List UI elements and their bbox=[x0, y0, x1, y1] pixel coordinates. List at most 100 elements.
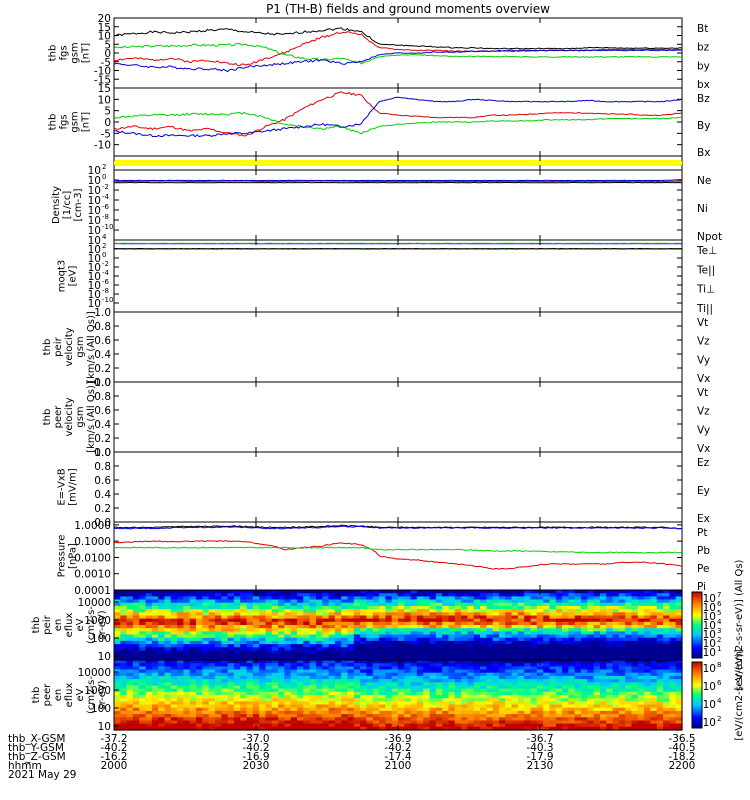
spectrogram-cell bbox=[568, 640, 576, 645]
spectrogram-cell bbox=[271, 596, 279, 601]
spectrogram-cell bbox=[663, 698, 670, 702]
spectrogram-cell bbox=[347, 650, 355, 655]
spectrogram-cell bbox=[480, 691, 487, 696]
spectrogram-cell bbox=[290, 714, 298, 718]
spectrogram-cell bbox=[215, 672, 222, 677]
spectrogram-cell bbox=[132, 599, 140, 604]
spectrogram-cell bbox=[600, 640, 607, 645]
spectrogram-cell bbox=[675, 669, 683, 674]
spectrogram-cell bbox=[511, 685, 519, 690]
spectrogram-cell bbox=[574, 691, 582, 696]
spectrogram-cell bbox=[328, 618, 336, 623]
spectrogram-cell bbox=[158, 628, 166, 632]
spectrogram-cell bbox=[379, 669, 386, 674]
spectrogram-cell bbox=[265, 685, 273, 690]
spectrogram-cell bbox=[183, 672, 191, 677]
spectrogram-cell bbox=[265, 666, 273, 671]
spectrogram-cell bbox=[442, 650, 450, 655]
spectrogram-cell bbox=[467, 695, 475, 699]
spectrogram-cell bbox=[246, 675, 254, 680]
spectrogram-cell bbox=[669, 656, 677, 661]
spectrogram-cell bbox=[486, 720, 494, 725]
spectrogram-cell bbox=[303, 615, 311, 620]
spectrogram-cell bbox=[215, 698, 222, 702]
spectrogram-cell bbox=[334, 647, 342, 652]
spectrogram-cell bbox=[467, 675, 475, 680]
spectrogram-cell bbox=[259, 640, 267, 645]
spectrogram-cell bbox=[454, 663, 462, 667]
spectrogram-cell bbox=[650, 698, 658, 702]
spectrogram-cell bbox=[215, 640, 222, 645]
spectrogram-cell bbox=[637, 634, 645, 639]
spectrogram-cell bbox=[410, 647, 418, 652]
spectrogram-cell bbox=[341, 656, 349, 661]
spectrogram-cell bbox=[145, 688, 153, 693]
spectrogram-cell bbox=[139, 672, 147, 677]
legend-Vt: Vt bbox=[697, 317, 708, 329]
spectrogram-cell bbox=[328, 726, 336, 731]
spectrogram-cell bbox=[442, 675, 450, 680]
spectrogram-cell bbox=[587, 650, 595, 655]
spectrogram-cell bbox=[278, 612, 285, 617]
spectrogram-cell bbox=[511, 653, 519, 658]
spectrogram-cell bbox=[517, 593, 525, 597]
spectrogram-cell bbox=[612, 666, 620, 671]
spectrogram-cell bbox=[164, 628, 172, 632]
spectrogram-cell bbox=[675, 704, 683, 709]
spectrogram-cell bbox=[196, 675, 203, 680]
spectrogram-cell bbox=[511, 707, 519, 712]
spectrogram-cell bbox=[145, 701, 153, 706]
spectrogram-cell bbox=[581, 710, 588, 715]
spectrogram-cell bbox=[120, 723, 128, 728]
spectrogram-cell bbox=[158, 685, 166, 690]
spectrogram-cell bbox=[360, 605, 367, 610]
spectrogram-cell bbox=[139, 656, 147, 661]
spectrogram-cell bbox=[341, 647, 349, 652]
legend-Ey: Ey bbox=[697, 485, 710, 497]
spectrogram-cell bbox=[341, 640, 349, 645]
spectrogram-cell bbox=[562, 682, 569, 687]
spectrogram-cell bbox=[347, 663, 355, 667]
spectrogram-cell bbox=[442, 723, 450, 728]
spectrogram-cell bbox=[473, 707, 481, 712]
spectrogram-cell bbox=[549, 726, 557, 731]
spectrogram-cell bbox=[549, 688, 557, 693]
spectrogram-cell bbox=[246, 660, 254, 664]
spectrogram-cell bbox=[536, 704, 544, 709]
spectrogram-cell bbox=[145, 691, 153, 696]
spectrogram-cell bbox=[297, 637, 304, 642]
spectrogram-cell bbox=[372, 656, 380, 661]
spectrogram-cell bbox=[132, 615, 140, 620]
spectrogram-cell bbox=[404, 618, 412, 623]
spectrogram-cell bbox=[221, 599, 229, 604]
spectrogram-cell bbox=[221, 609, 229, 613]
spectrogram-cell bbox=[246, 650, 254, 655]
spectrogram-cell bbox=[227, 685, 235, 690]
spectrogram-cell bbox=[290, 685, 298, 690]
spectrogram-cell bbox=[233, 704, 241, 709]
spectrogram-cell bbox=[126, 596, 134, 601]
spectrogram-cell bbox=[442, 714, 450, 718]
spectrogram-cell bbox=[536, 710, 544, 715]
spectrogram-cell bbox=[233, 707, 241, 712]
spectrogram-cell bbox=[385, 605, 393, 610]
spectrogram-cell bbox=[511, 704, 519, 709]
spectrogram-cell bbox=[183, 615, 191, 620]
spectrogram-cell bbox=[132, 691, 140, 696]
spectrogram-cell bbox=[177, 663, 184, 667]
spectrogram-cell bbox=[158, 605, 166, 610]
spectrogram-cell bbox=[366, 669, 374, 674]
spectrogram-cell bbox=[271, 669, 279, 674]
spectrogram-cell bbox=[486, 701, 494, 706]
spectrogram-cell bbox=[618, 695, 626, 699]
spectrogram-cell bbox=[177, 631, 184, 636]
spectrogram-cell bbox=[196, 650, 203, 655]
spectrogram-cell bbox=[278, 726, 285, 731]
spectrogram-cell bbox=[290, 698, 298, 702]
spectrogram-cell bbox=[600, 691, 607, 696]
spectrogram-cell bbox=[562, 704, 569, 709]
spectrogram-cell bbox=[316, 599, 323, 604]
spectrogram-cell bbox=[151, 679, 159, 683]
spectrogram-cell bbox=[416, 669, 424, 674]
